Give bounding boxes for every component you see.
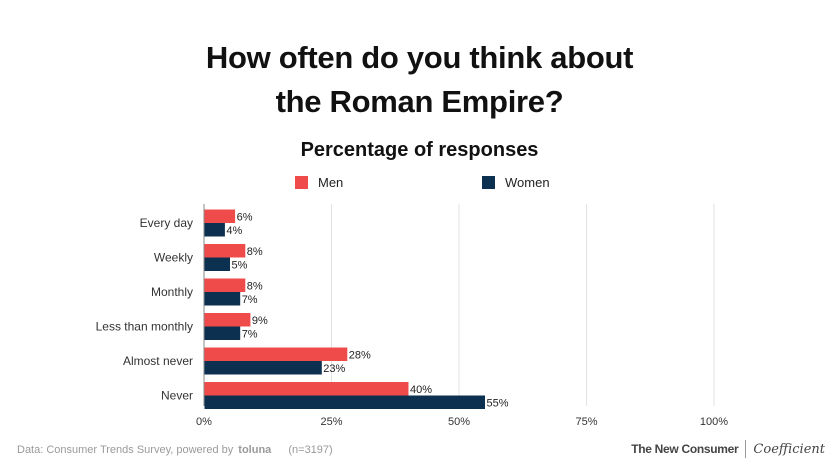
legend-item-men: Men <box>295 175 343 190</box>
bar-men <box>204 244 246 258</box>
sample-size: (n=3197) <box>288 444 333 456</box>
bar-women <box>204 223 225 237</box>
bar-men <box>204 347 348 361</box>
legend-swatch-men <box>295 176 308 189</box>
title-line-1: How often do you think about <box>205 40 634 75</box>
chart-title: How often do you think about the Roman E… <box>0 36 839 124</box>
bar-chart: 0% 25% 50% 75% 100%Every day 6%4%Weekly 8%5%Mo… <box>96 204 728 428</box>
x-tick-label: 75% <box>575 416 597 428</box>
category-label: Less than monthly <box>96 320 193 334</box>
x-tick-label: 0% <box>196 416 212 428</box>
data-label-women: 7% <box>242 294 258 306</box>
data-source-note: Data: Consumer Trends Survey, powered by… <box>17 444 333 456</box>
legend-item-women: Women <box>482 175 550 190</box>
data-label-men: 6% <box>237 211 253 223</box>
data-label-men: 8% <box>247 246 263 258</box>
data-label-women: 7% <box>242 328 258 340</box>
category-label: Monthly <box>151 285 193 299</box>
x-tick-label: 50% <box>448 416 470 428</box>
chart-subtitle: Percentage of responses <box>300 139 539 161</box>
data-label-women: 4% <box>226 225 242 237</box>
category-label: Never <box>161 389 193 403</box>
data-label-men: 8% <box>247 280 263 292</box>
bar-women <box>204 395 485 409</box>
data-label-women: 23% <box>323 363 345 375</box>
legend-swatch-women <box>482 176 495 189</box>
title-line-2: the Roman Empire? <box>275 84 564 119</box>
data-label-men: 40% <box>410 384 432 396</box>
coefficient-logo: Coefficient <box>753 441 825 457</box>
legend-label-women: Women <box>505 175 550 190</box>
bar-men <box>204 278 246 292</box>
bar-men <box>204 209 236 223</box>
data-label-men: 9% <box>252 315 268 327</box>
x-tick-label: 25% <box>320 416 342 428</box>
category-label: Almost never <box>123 354 193 368</box>
bar-women <box>204 361 322 375</box>
bar-men <box>204 313 251 327</box>
category-label: Weekly <box>154 251 193 265</box>
x-tick-label: 100% <box>700 416 728 428</box>
logo-divider <box>745 440 747 458</box>
source-prefix: Data: Consumer Trends Survey, powered by <box>17 444 234 456</box>
new-consumer-logo: The New Consumer <box>631 442 739 456</box>
bar-women <box>204 292 241 306</box>
bar-men <box>204 382 409 396</box>
bar-women <box>204 257 230 271</box>
legend-label-men: Men <box>318 175 344 190</box>
legend: Men Women <box>0 175 839 193</box>
publisher-logos: The New Consumer Coefficient <box>631 440 825 458</box>
data-label-women: 5% <box>232 259 248 271</box>
bar-women <box>204 326 241 340</box>
source-brand: toluna <box>238 444 272 456</box>
data-label-women: 55% <box>487 397 509 409</box>
data-label-men: 28% <box>349 349 371 361</box>
category-label: Every day <box>140 216 193 230</box>
